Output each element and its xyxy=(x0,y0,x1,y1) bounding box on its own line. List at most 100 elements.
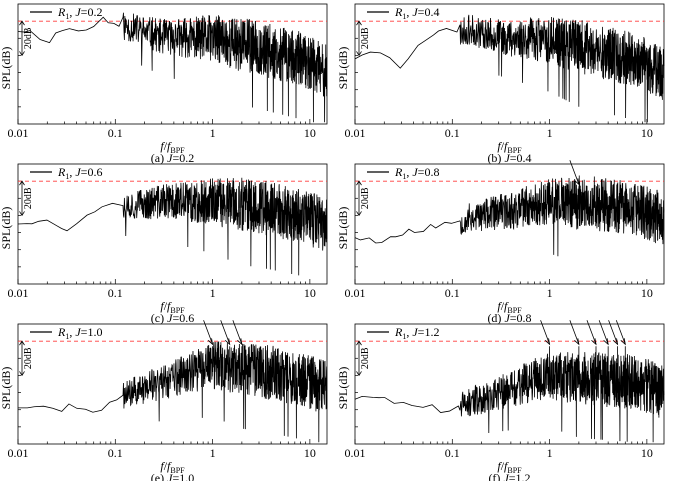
legend-label: R1, J=0.2 xyxy=(57,5,102,21)
legend-label: R1, J=0.8 xyxy=(394,165,439,181)
x-tick-label: 10 xyxy=(304,126,316,140)
harmonic-arrowhead xyxy=(612,338,619,346)
harmonic-arrow xyxy=(569,160,580,185)
scale-arrow-up xyxy=(356,20,362,26)
harmonic-arrow xyxy=(569,320,580,345)
harmonic-arrowhead xyxy=(544,338,551,346)
spl-series xyxy=(17,341,328,443)
x-tick-label: 0.1 xyxy=(445,126,460,140)
panel-caption: (d) J=0.8 xyxy=(487,311,531,325)
x-tick-label: 0.1 xyxy=(108,126,123,140)
x-tick-label: 10 xyxy=(304,446,316,460)
spl-series xyxy=(354,175,665,257)
x-tick-label: 0.01 xyxy=(345,446,366,460)
harmonic-arrow xyxy=(586,320,597,345)
legend-label: R1, J=1.2 xyxy=(394,325,439,341)
x-axis-label: f/fBPF xyxy=(497,459,522,475)
panel-caption: (b) J=0.4 xyxy=(487,151,531,165)
x-tick-label: 10 xyxy=(641,126,653,140)
x-tick-label: 0.01 xyxy=(8,126,29,140)
x-tick-label: 0.1 xyxy=(445,286,460,300)
harmonic-arrowhead xyxy=(620,338,626,346)
x-tick-label: 1 xyxy=(547,446,553,460)
scale-arrow-up xyxy=(356,180,362,186)
harmonic-arrow xyxy=(615,320,626,345)
plot-frame xyxy=(354,163,665,285)
panel-2: 0.01 0.1 1 10 f/fBPF(c) J=0.6 SPL(dB) 20dB R1, … xyxy=(0,163,328,325)
y-axis-label: SPL(dB) xyxy=(336,47,350,90)
scale-label: 20dB xyxy=(360,187,371,209)
spl-series xyxy=(354,346,665,443)
harmonic-arrow xyxy=(220,320,231,345)
legend-label: R1, J=0.4 xyxy=(394,5,439,21)
panel-5: 0.01 0.1 1 10 f/fBPF(f) J=1.2 SPL(dB) 20dB R1, … xyxy=(336,320,665,481)
scale-arrow-up xyxy=(356,340,362,346)
plot-frame xyxy=(354,323,665,445)
scale-arrow-down xyxy=(356,51,362,57)
panel-4: 0.01 0.1 1 10 f/fBPF(e) J=1.0 SPL(dB) 20dB R1, … xyxy=(0,320,328,481)
x-tick-label: 0.1 xyxy=(108,446,123,460)
x-tick-label: 1 xyxy=(210,286,216,300)
x-tick-label: 0.01 xyxy=(345,126,366,140)
x-tick-label: 0.01 xyxy=(345,286,366,300)
y-axis-label: SPL(dB) xyxy=(336,367,350,410)
plot-frame xyxy=(17,3,328,125)
harmonic-arrowhead xyxy=(574,178,580,186)
panel-caption: (f) J=1.2 xyxy=(488,471,530,481)
harmonic-arrowhead xyxy=(574,338,580,346)
scale-arrow-down xyxy=(19,51,25,57)
scale-arrow-up xyxy=(19,340,25,346)
harmonic-arrow xyxy=(598,320,609,345)
x-axis-label: f/fBPF xyxy=(160,299,185,315)
scale-arrow-down xyxy=(19,211,25,217)
scale-arrow-down xyxy=(356,211,362,217)
x-tick-label: 10 xyxy=(641,446,653,460)
x-tick-label: 1 xyxy=(210,446,216,460)
x-axis-label: f/fBPF xyxy=(160,139,185,155)
x-tick-label: 1 xyxy=(547,126,553,140)
scale-arrow-down xyxy=(19,371,25,377)
harmonic-arrowhead xyxy=(591,338,597,346)
harmonic-arrowhead xyxy=(237,338,243,346)
panel-3: 0.01 0.1 1 10 f/fBPF(d) J=0.8 SPL(dB) 20dB R1, … xyxy=(336,160,665,325)
x-tick-label: 0.01 xyxy=(8,286,29,300)
panel-1: 0.01 0.1 1 10 f/fBPF(b) J=0.4 SPL(dB) 20dB R1, … xyxy=(336,3,665,165)
legend-label: R1, J=0.6 xyxy=(57,165,102,181)
scale-arrow-up xyxy=(19,20,25,26)
x-tick-label: 0.1 xyxy=(445,446,460,460)
legend-label: R1, J=1.0 xyxy=(57,325,102,341)
x-tick-label: 1 xyxy=(547,286,553,300)
spl-series xyxy=(354,14,665,123)
harmonic-arrow xyxy=(608,320,618,345)
harmonic-arrowhead xyxy=(603,338,609,346)
harmonic-arrow xyxy=(540,320,550,345)
harmonic-arrow xyxy=(232,320,243,345)
x-tick-label: 0.01 xyxy=(8,446,29,460)
harmonic-arrow xyxy=(203,320,213,345)
harmonic-arrowhead xyxy=(207,338,214,346)
x-axis-label: f/fBPF xyxy=(497,299,522,315)
spl-series xyxy=(17,12,328,123)
scale-label: 20dB xyxy=(360,27,371,49)
y-axis-label: SPL(dB) xyxy=(0,207,13,250)
scale-label: 20dB xyxy=(23,187,34,209)
harmonic-arrowhead xyxy=(224,338,231,346)
scale-arrow-down xyxy=(356,371,362,377)
scale-label: 20dB xyxy=(23,347,34,369)
x-axis-label: f/fBPF xyxy=(160,459,185,475)
x-tick-label: 10 xyxy=(641,286,653,300)
x-tick-label: 0.1 xyxy=(108,286,123,300)
spl-series xyxy=(17,177,328,276)
y-axis-label: SPL(dB) xyxy=(336,207,350,250)
x-tick-label: 1 xyxy=(210,126,216,140)
panel-caption: (a) J=0.2 xyxy=(151,151,194,165)
panel-0: 0.01 0.1 1 10 f/fBPF(a) J=0.2 SPL(dB) 20dB R1, … xyxy=(0,3,328,165)
x-tick-label: 10 xyxy=(304,286,316,300)
x-axis-label: f/fBPF xyxy=(497,139,522,155)
panel-caption: (c) J=0.6 xyxy=(151,311,194,325)
y-axis-label: SPL(dB) xyxy=(0,47,13,90)
scale-arrow-up xyxy=(19,180,25,186)
scale-label: 20dB xyxy=(360,347,371,369)
panel-caption: (e) J=1.0 xyxy=(151,471,194,481)
